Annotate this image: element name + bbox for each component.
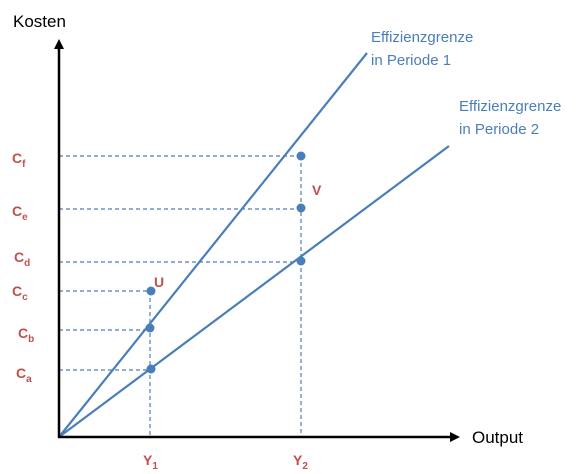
frontier-1-label-line2: in Periode 1 (371, 52, 451, 69)
frontier-2-label-line1: Effizienzgrenze (459, 98, 561, 115)
point-u-label: U (154, 274, 164, 290)
point-u (146, 286, 156, 296)
point-y2-cf (296, 151, 306, 161)
point-y1-ca (146, 364, 156, 374)
point-y1-cb (145, 323, 155, 333)
y-tick-ca: Ca (16, 365, 32, 385)
frontier-period-1-line (58, 52, 368, 438)
y-axis-title: Kosten (13, 12, 66, 31)
point-y2-cd (296, 256, 306, 266)
frontier-1-label-line1: Effizienzgrenze (371, 29, 473, 46)
frontier-period-2-line (58, 145, 450, 438)
x-axis-title: Output (472, 428, 523, 447)
data-points (145, 151, 306, 374)
y-tick-cd: Cd (14, 249, 30, 269)
y-tick-ce: Ce (12, 203, 28, 223)
x-tick-y2: Y2 (293, 452, 308, 472)
point-v-label: V (312, 182, 322, 198)
y-tick-cc: Cc (12, 283, 28, 303)
y-tick-cf: Cf (12, 150, 26, 170)
guide-lines (59, 155, 302, 437)
y-tick-cb: Cb (18, 325, 34, 345)
x-tick-y1: Y1 (143, 452, 158, 472)
frontier-2-label-line2: in Periode 2 (459, 121, 539, 138)
point-v (296, 203, 306, 213)
